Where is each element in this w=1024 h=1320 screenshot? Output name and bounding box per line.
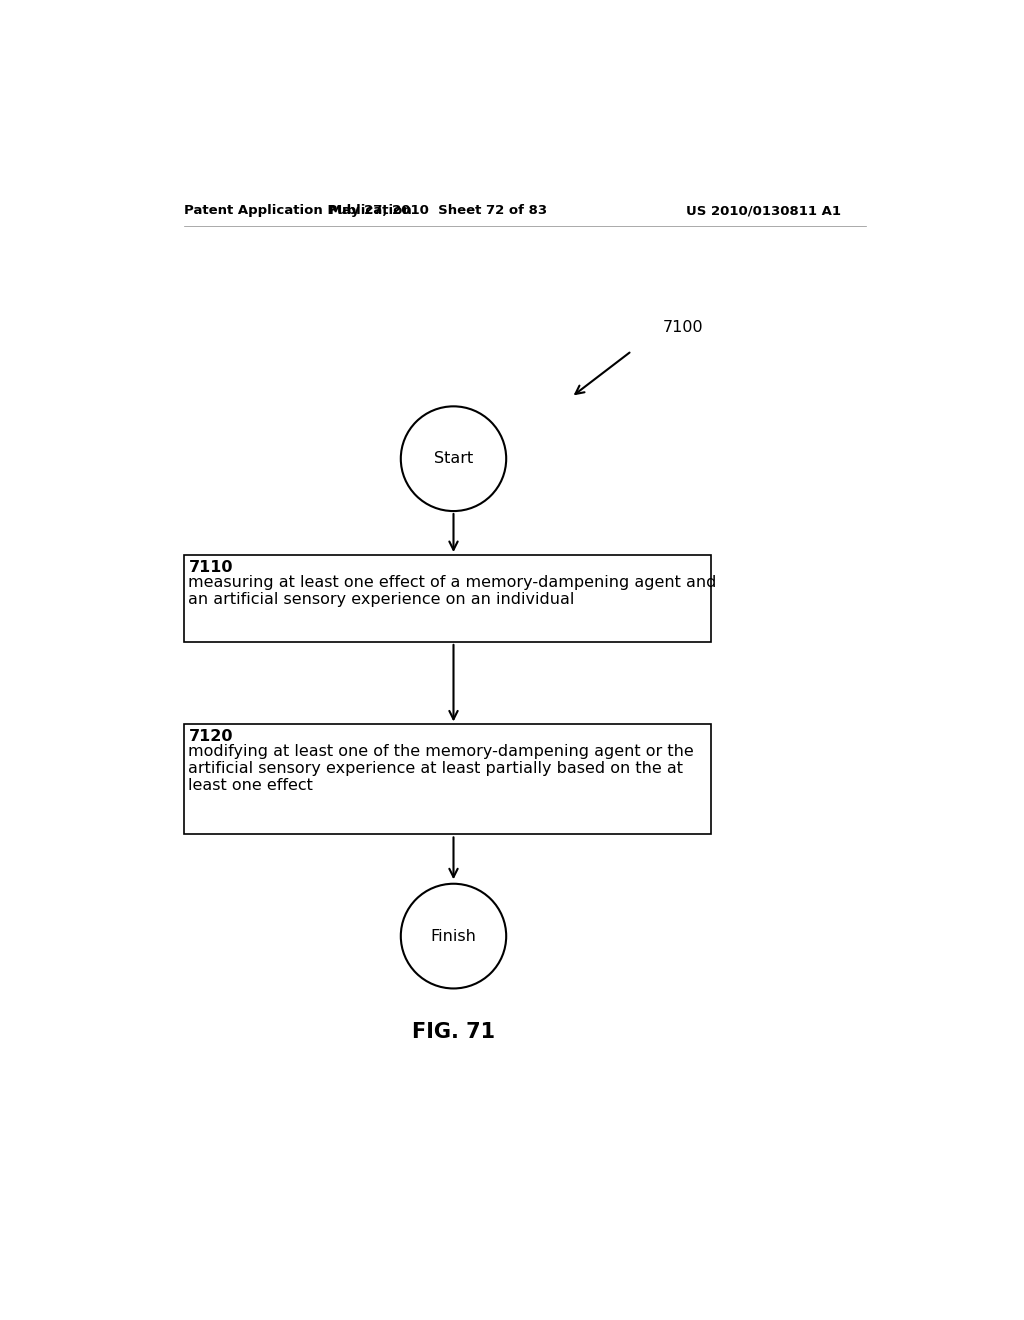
Text: May 27, 2010  Sheet 72 of 83: May 27, 2010 Sheet 72 of 83	[329, 205, 547, 218]
Bar	[183, 554, 711, 642]
Text: 7110: 7110	[188, 560, 232, 574]
Text: measuring at least one effect of a memory-dampening agent and: measuring at least one effect of a memor…	[188, 576, 717, 590]
Bar	[183, 725, 711, 834]
Text: Patent Application Publication: Patent Application Publication	[183, 205, 412, 218]
Text: modifying at least one of the memory-dampening agent or the: modifying at least one of the memory-dam…	[188, 744, 694, 759]
Text: least one effect: least one effect	[188, 779, 313, 793]
Text: Start: Start	[434, 451, 473, 466]
Text: artificial sensory experience at least partially based on the at: artificial sensory experience at least p…	[188, 762, 683, 776]
Text: Finish: Finish	[430, 928, 476, 944]
Text: an artificial sensory experience on an individual: an artificial sensory experience on an i…	[188, 591, 574, 607]
Text: 7120: 7120	[188, 729, 232, 744]
Text: FIG. 71: FIG. 71	[412, 1023, 495, 1043]
Text: US 2010/0130811 A1: US 2010/0130811 A1	[686, 205, 841, 218]
Text: 7100: 7100	[663, 321, 703, 335]
